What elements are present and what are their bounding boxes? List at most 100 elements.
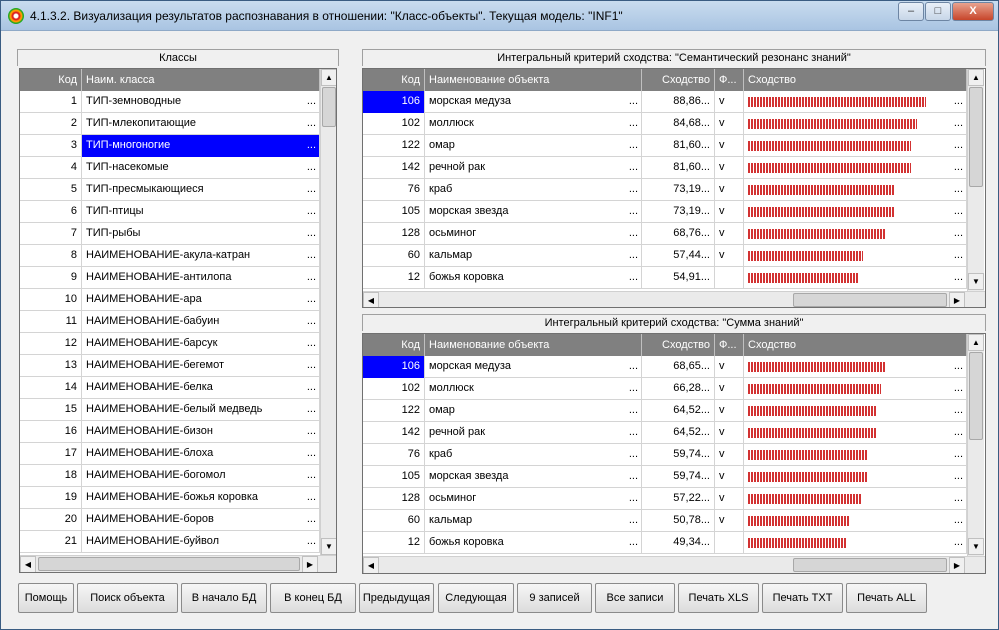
cell-ellipsis-button[interactable]: ...	[306, 117, 316, 129]
cell-ellipsis-button[interactable]: ...	[628, 183, 638, 195]
cell-ellipsis-button[interactable]: ...	[306, 337, 316, 349]
table-row[interactable]: 19 НАИМЕНОВАНИЕ-божья коровка...	[20, 487, 320, 509]
cell-ellipsis-button[interactable]: ...	[628, 227, 638, 239]
cell-ellipsis-button[interactable]: ...	[306, 227, 316, 239]
col-similarity-header[interactable]: Сходство	[642, 69, 715, 91]
col-flag-header[interactable]: Ф...	[715, 334, 744, 356]
table-row[interactable]: 10 НАИМЕНОВАНИЕ-ара...	[20, 289, 320, 311]
scroll-right-button[interactable]: ▶	[302, 556, 318, 572]
cell-ellipsis-button[interactable]: ...	[953, 514, 963, 526]
cell-ellipsis-button[interactable]: ...	[306, 469, 316, 481]
table-row[interactable]: 1 ТИП-земноводные...	[20, 91, 320, 113]
scroll-up-button[interactable]: ▲	[968, 69, 984, 86]
col-code-header[interactable]: Код	[363, 69, 425, 91]
cell-ellipsis-button[interactable]: ...	[953, 448, 963, 460]
col-similarity-header[interactable]: Сходство	[642, 334, 715, 356]
scroll-left-button[interactable]: ◀	[363, 557, 379, 573]
table-row[interactable]: 20 НАИМЕНОВАНИЕ-боров...	[20, 509, 320, 531]
print-txt-button[interactable]: Печать TXT	[762, 583, 843, 613]
col-object-name-header[interactable]: Наименование объекта	[425, 334, 642, 356]
cell-ellipsis-button[interactable]: ...	[953, 536, 963, 548]
minimize-button[interactable]: –	[898, 2, 924, 21]
cell-ellipsis-button[interactable]: ...	[628, 161, 638, 173]
previous-button[interactable]: Предыдущая	[359, 583, 434, 613]
cell-ellipsis-button[interactable]: ...	[953, 95, 963, 107]
table-row[interactable]: 76 краб... 59,74... v...	[363, 444, 967, 466]
cell-ellipsis-button[interactable]: ...	[306, 183, 316, 195]
scroll-thumb[interactable]	[969, 87, 983, 187]
cell-ellipsis-button[interactable]: ...	[628, 249, 638, 261]
col-code-header[interactable]: Код	[20, 69, 82, 91]
hscroll-thumb[interactable]	[793, 293, 947, 307]
table-row[interactable]: 128 осьминог... 57,22... v...	[363, 488, 967, 510]
scroll-right-button[interactable]: ▶	[949, 292, 965, 307]
cell-ellipsis-button[interactable]: ...	[306, 381, 316, 393]
cell-ellipsis-button[interactable]: ...	[628, 271, 638, 283]
semantic-hscrollbar[interactable]: ◀ ▶	[363, 291, 985, 307]
table-row[interactable]: 60 кальмар... 50,78... v...	[363, 510, 967, 532]
table-row[interactable]: 16 НАИМЕНОВАНИЕ-бизон...	[20, 421, 320, 443]
cell-ellipsis-button[interactable]: ...	[306, 403, 316, 415]
cell-ellipsis-button[interactable]: ...	[306, 271, 316, 283]
col-code-header[interactable]: Код	[363, 334, 425, 356]
cell-ellipsis-button[interactable]: ...	[628, 514, 638, 526]
table-row[interactable]: 9 НАИМЕНОВАНИЕ-антилопа...	[20, 267, 320, 289]
scroll-down-button[interactable]: ▼	[968, 538, 984, 555]
table-row[interactable]: 128 осьминог... 68,76... v...	[363, 223, 967, 245]
col-similarity-bar-header[interactable]: Сходство	[744, 334, 967, 356]
cell-ellipsis-button[interactable]: ...	[306, 491, 316, 503]
cell-ellipsis-button[interactable]: ...	[953, 249, 963, 261]
scroll-right-button[interactable]: ▶	[949, 557, 965, 573]
table-row[interactable]: 11 НАИМЕНОВАНИЕ-бабуин...	[20, 311, 320, 333]
scroll-thumb[interactable]	[969, 352, 983, 440]
go-to-end-button[interactable]: В конец БД	[270, 583, 356, 613]
table-row[interactable]: 60 кальмар... 57,44... v...	[363, 245, 967, 267]
table-row[interactable]: 122 омар... 64,52... v...	[363, 400, 967, 422]
table-row[interactable]: 15 НАИМЕНОВАНИЕ-белый медведь...	[20, 399, 320, 421]
next-button[interactable]: Следующая	[438, 583, 514, 613]
table-row[interactable]: 3 ТИП-многоногие...	[20, 135, 320, 157]
cell-ellipsis-button[interactable]: ...	[628, 205, 638, 217]
nine-records-button[interactable]: 9 записей	[517, 583, 592, 613]
table-row[interactable]: 142 речной рак... 81,60... v...	[363, 157, 967, 179]
table-row[interactable]: 13 НАИМЕНОВАНИЕ-бегемот...	[20, 355, 320, 377]
title-bar[interactable]: 4.1.3.2. Визуализация результатов распоз…	[1, 1, 998, 31]
print-xls-button[interactable]: Печать XLS	[678, 583, 759, 613]
cell-ellipsis-button[interactable]: ...	[628, 360, 638, 372]
cell-ellipsis-button[interactable]: ...	[953, 382, 963, 394]
all-records-button[interactable]: Все записи	[595, 583, 675, 613]
cell-ellipsis-button[interactable]: ...	[306, 447, 316, 459]
scroll-left-button[interactable]: ◀	[20, 556, 36, 572]
table-row[interactable]: 5 ТИП-пресмыкающиеся...	[20, 179, 320, 201]
cell-ellipsis-button[interactable]: ...	[628, 404, 638, 416]
table-row[interactable]: 21 НАИМЕНОВАНИЕ-буйвол...	[20, 531, 320, 553]
maximize-button[interactable]: □	[925, 2, 951, 21]
table-row[interactable]: 122 омар... 81,60... v...	[363, 135, 967, 157]
cell-ellipsis-button[interactable]: ...	[306, 161, 316, 173]
find-object-button[interactable]: Поиск объекта	[77, 583, 178, 613]
scroll-thumb[interactable]	[322, 87, 336, 127]
table-row[interactable]: 12 божья коровка... 54,91......	[363, 267, 967, 289]
cell-ellipsis-button[interactable]: ...	[306, 95, 316, 107]
sum-hscrollbar[interactable]: ◀ ▶	[363, 556, 985, 573]
col-similarity-bar-header[interactable]: Сходство	[744, 69, 967, 91]
classes-hscrollbar[interactable]: ◀ ▶	[20, 555, 336, 572]
col-object-name-header[interactable]: Наименование объекта	[425, 69, 642, 91]
sum-vscrollbar[interactable]: ▲ ▼	[967, 334, 984, 556]
semantic-grid[interactable]: Код Наименование объекта Сходство Ф... С…	[362, 68, 986, 308]
scroll-down-button[interactable]: ▼	[321, 538, 336, 555]
table-row[interactable]: 7 ТИП-рыбы...	[20, 223, 320, 245]
help-button[interactable]: Помощь	[18, 583, 74, 613]
table-row[interactable]: 142 речной рак... 64,52... v...	[363, 422, 967, 444]
table-row[interactable]: 106 морская медуза... 88,86... v...	[363, 91, 967, 113]
cell-ellipsis-button[interactable]: ...	[306, 205, 316, 217]
scroll-left-button[interactable]: ◀	[363, 292, 379, 307]
table-row[interactable]: 105 морская звезда... 59,74... v...	[363, 466, 967, 488]
cell-ellipsis-button[interactable]: ...	[953, 161, 963, 173]
cell-ellipsis-button[interactable]: ...	[628, 117, 638, 129]
cell-ellipsis-button[interactable]: ...	[628, 426, 638, 438]
cell-ellipsis-button[interactable]: ...	[306, 535, 316, 547]
table-row[interactable]: 12 божья коровка... 49,34......	[363, 532, 967, 554]
table-row[interactable]: 102 моллюск... 66,28... v...	[363, 378, 967, 400]
hscroll-thumb[interactable]	[793, 558, 947, 572]
